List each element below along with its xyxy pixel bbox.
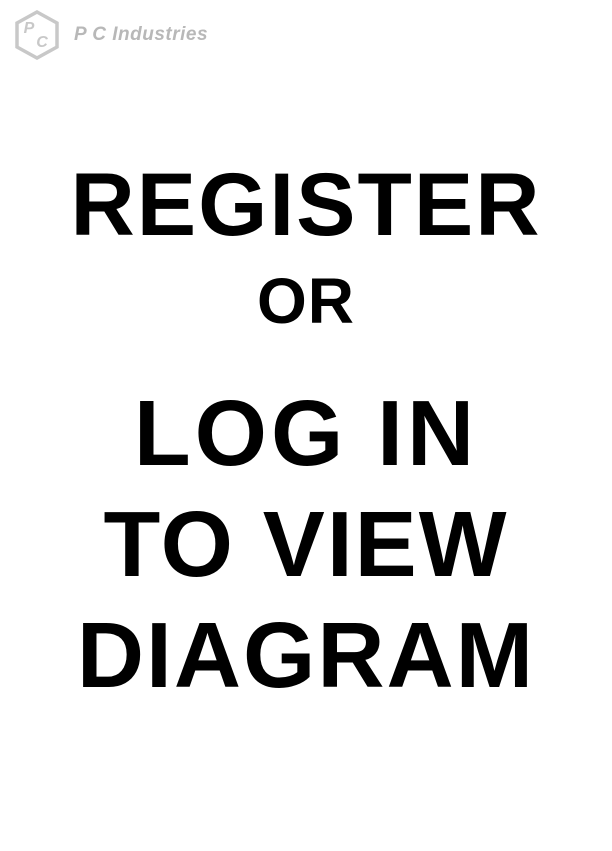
svg-text:P: P [24, 20, 35, 37]
header: P C P C Industries [14, 10, 208, 60]
diagram-text: DIAGRAM [0, 609, 612, 702]
register-text: REGISTER [0, 160, 612, 249]
company-name: P C Industries [74, 24, 208, 46]
login-text: LOG IN [0, 387, 612, 480]
toview-text: TO VIEW [0, 498, 612, 591]
svg-text:C: C [36, 34, 48, 51]
or-text: OR [0, 269, 612, 333]
main-message: REGISTER OR LOG IN TO VIEW DIAGRAM [0, 160, 612, 702]
pc-hexagon-icon: P C [14, 10, 60, 60]
